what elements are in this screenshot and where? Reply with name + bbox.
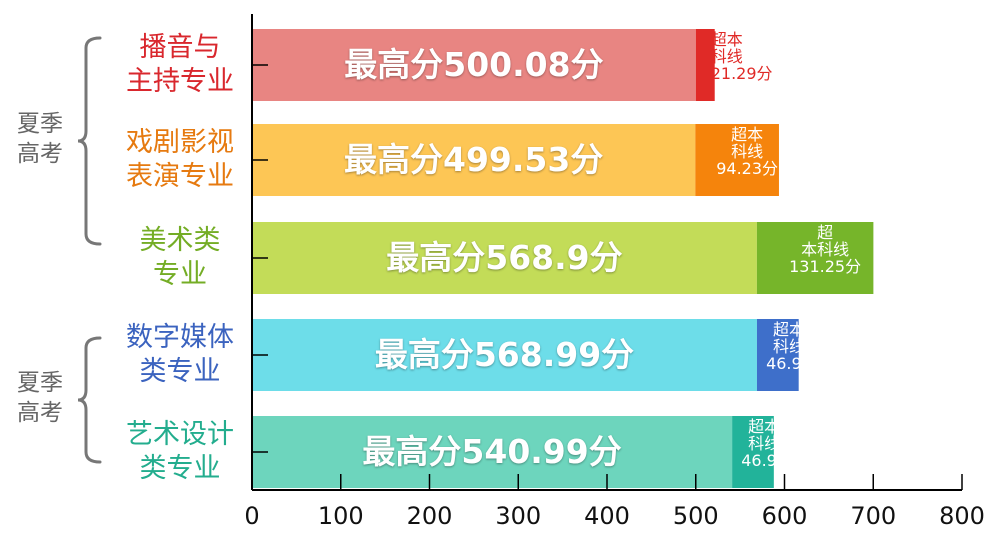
bar-value-label: 最高分499.53分 bbox=[343, 140, 604, 179]
bar-value-label: 最高分568.99分 bbox=[374, 335, 635, 374]
bar-base bbox=[252, 416, 733, 488]
x-tick-label: 300 bbox=[495, 502, 542, 530]
category-label: 戏剧影视 表演专业 bbox=[126, 127, 234, 192]
bar-value-label: 最高分540.99分 bbox=[362, 432, 622, 471]
segment-label: 超本 科线 21.29分 bbox=[710, 30, 773, 83]
bar-segment bbox=[732, 416, 774, 488]
category-label: 艺术设计 类专业 bbox=[126, 419, 234, 484]
x-tick-label: 400 bbox=[584, 502, 630, 530]
bar-base bbox=[252, 124, 696, 196]
x-tick-label: 200 bbox=[406, 502, 453, 530]
segment-label: 超 本科线 131.25分 bbox=[789, 223, 862, 276]
bar-segment bbox=[756, 222, 874, 294]
x-tick-label: 800 bbox=[939, 502, 985, 530]
x-tick-label: 600 bbox=[761, 502, 808, 530]
segment-label: 超本 科线 94.23分 bbox=[716, 125, 779, 178]
bar-value-label: 最高分568.9分 bbox=[386, 238, 623, 277]
category-label: 播音与 主持专业 bbox=[126, 32, 234, 97]
group-label: 夏季 高考 bbox=[17, 111, 63, 167]
segment-label: 超本 科线 46.99 bbox=[766, 320, 812, 373]
category-label: 数字媒体 类专业 bbox=[126, 322, 234, 387]
category-label: 美术类 专业 bbox=[139, 225, 221, 290]
x-tick-label: 500 bbox=[672, 502, 719, 530]
segment-label: 超本 科线 46.99 bbox=[741, 417, 788, 470]
bar-value-label: 最高分500.08分 bbox=[344, 45, 604, 84]
x-tick-label: 700 bbox=[850, 502, 897, 530]
bar-base bbox=[252, 29, 696, 101]
group-brace bbox=[77, 336, 102, 464]
x-tick-label: 0 bbox=[244, 502, 260, 530]
bar-base bbox=[252, 319, 757, 391]
group-label: 夏季 高考 bbox=[17, 370, 63, 426]
bar-segment bbox=[695, 29, 715, 101]
bar-segment bbox=[695, 124, 779, 196]
bar-base bbox=[252, 222, 757, 294]
x-tick-label: 100 bbox=[317, 502, 364, 530]
group-brace bbox=[77, 36, 102, 246]
bar-segment bbox=[756, 319, 799, 391]
